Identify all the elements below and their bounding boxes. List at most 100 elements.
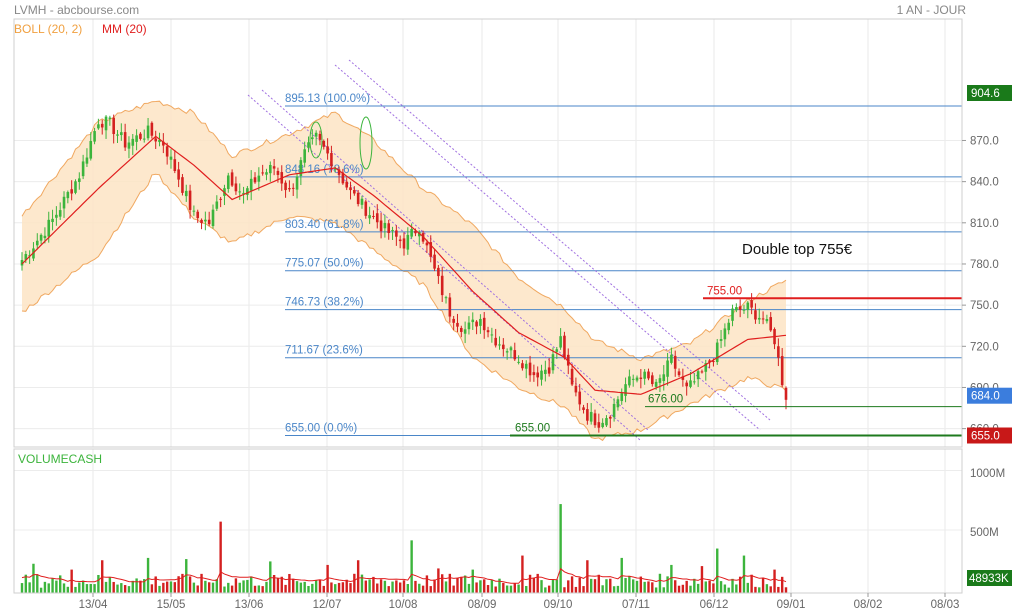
candle-body xyxy=(532,372,536,376)
volume-bar xyxy=(341,582,345,593)
volume-bar xyxy=(116,584,119,593)
candle-body xyxy=(452,318,455,323)
candle xyxy=(55,206,58,226)
volume-bar xyxy=(154,576,157,593)
candle-body xyxy=(433,254,436,269)
volume-bar xyxy=(632,579,635,593)
volume-bar xyxy=(196,585,199,593)
boll-indicator-label: BOLL (20, 2) xyxy=(14,22,83,36)
candle xyxy=(738,299,742,318)
candle-body xyxy=(173,159,177,171)
candle-body xyxy=(74,181,77,193)
candle xyxy=(402,232,406,256)
candle xyxy=(677,368,681,378)
candle xyxy=(605,415,608,428)
volume-bar xyxy=(70,569,73,593)
candle-body xyxy=(51,218,54,223)
candle-body xyxy=(490,334,494,336)
candle-body xyxy=(616,399,620,408)
volume-bar xyxy=(314,580,318,593)
candle-body xyxy=(181,177,184,193)
y-tick-label: 720.0 xyxy=(970,341,999,353)
candle-body xyxy=(257,175,261,182)
volume-bar xyxy=(398,582,402,593)
candle xyxy=(35,233,39,250)
candle xyxy=(582,404,585,414)
volume-bar xyxy=(36,574,39,593)
volume-bar xyxy=(681,584,685,593)
candle-body xyxy=(425,242,429,246)
fib-label: 746.73 (38.2%) xyxy=(285,297,364,309)
volume-bar xyxy=(654,587,658,593)
candle xyxy=(513,342,517,361)
candle xyxy=(383,214,387,238)
volume-bar xyxy=(292,578,295,593)
candle xyxy=(375,204,379,229)
candle-body xyxy=(246,188,249,195)
volume-bar xyxy=(418,583,421,593)
volume-bar xyxy=(51,578,54,593)
volume-bar xyxy=(89,583,92,593)
volume-bar xyxy=(563,587,566,593)
candle-body xyxy=(204,219,207,222)
volume-bar xyxy=(414,580,417,593)
candle-body xyxy=(429,242,433,257)
candle-body xyxy=(643,371,646,379)
candle-body xyxy=(586,409,589,421)
candle-body xyxy=(318,133,322,140)
candle xyxy=(628,369,631,388)
candle xyxy=(360,195,364,209)
volume-bar xyxy=(429,586,432,593)
volume-bar xyxy=(505,585,509,593)
candle-body xyxy=(463,329,467,334)
candle xyxy=(219,196,222,208)
volume-bar xyxy=(651,582,654,593)
candle-body xyxy=(639,377,643,379)
candle xyxy=(58,202,62,220)
candle-body xyxy=(662,374,666,382)
volume-moving-average xyxy=(21,567,787,584)
volume-bar xyxy=(20,583,24,593)
volume-bar xyxy=(658,573,662,593)
volume-bar xyxy=(261,586,264,593)
volume-bar xyxy=(185,559,188,593)
candle-body xyxy=(158,139,161,143)
volume-bar xyxy=(693,578,696,593)
volume-bar xyxy=(609,578,612,593)
candle xyxy=(173,149,177,174)
candle xyxy=(528,355,532,382)
candle-body xyxy=(666,360,669,377)
volume-bar xyxy=(215,579,219,593)
candle-body xyxy=(234,183,238,192)
candle-body xyxy=(387,223,391,234)
candle xyxy=(746,301,750,319)
candle xyxy=(471,312,475,330)
candle xyxy=(318,130,322,146)
volume-bar xyxy=(66,586,70,593)
volume-bar xyxy=(677,585,681,593)
candle xyxy=(784,386,788,410)
volume-bar xyxy=(716,548,719,593)
candle xyxy=(448,293,452,323)
candle xyxy=(39,233,43,245)
candle-body xyxy=(43,235,47,239)
candle xyxy=(693,373,696,385)
candle xyxy=(261,164,264,176)
chart-frame xyxy=(13,18,963,594)
volume-bar xyxy=(696,583,700,593)
grid xyxy=(14,19,962,593)
candle-body xyxy=(108,117,112,119)
candle-body xyxy=(326,146,329,154)
candle-body xyxy=(24,254,28,260)
volume-bar xyxy=(230,585,234,593)
candle-body xyxy=(249,178,253,191)
volume-bar xyxy=(433,579,436,593)
candle-body xyxy=(517,361,520,363)
candle xyxy=(391,226,394,240)
volume-bar xyxy=(24,574,28,593)
candle xyxy=(196,209,200,223)
candle-body xyxy=(563,335,566,358)
candle-body xyxy=(142,138,146,140)
volume-bar xyxy=(143,579,146,593)
